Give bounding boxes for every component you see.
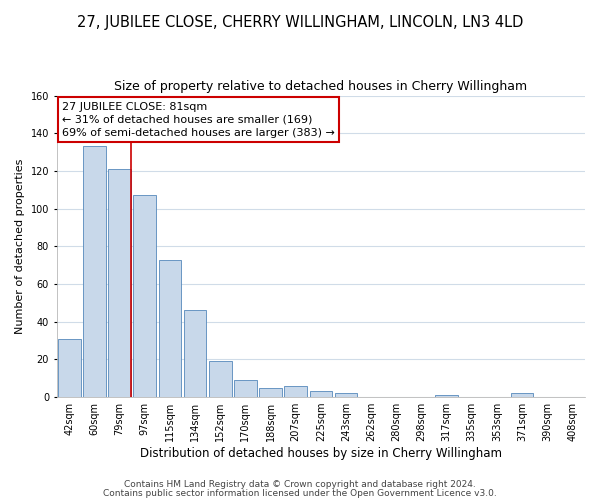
Bar bbox=[184, 310, 206, 397]
Bar bbox=[284, 386, 307, 397]
Bar bbox=[234, 380, 257, 397]
Bar bbox=[259, 388, 282, 397]
Text: Contains HM Land Registry data © Crown copyright and database right 2024.: Contains HM Land Registry data © Crown c… bbox=[124, 480, 476, 489]
Text: 27 JUBILEE CLOSE: 81sqm
← 31% of detached houses are smaller (169)
69% of semi-d: 27 JUBILEE CLOSE: 81sqm ← 31% of detache… bbox=[62, 102, 335, 138]
Bar bbox=[108, 169, 131, 397]
Bar bbox=[83, 146, 106, 397]
Bar bbox=[335, 394, 358, 397]
Bar bbox=[158, 260, 181, 397]
Bar bbox=[511, 394, 533, 397]
Bar bbox=[58, 338, 80, 397]
Text: 27, JUBILEE CLOSE, CHERRY WILLINGHAM, LINCOLN, LN3 4LD: 27, JUBILEE CLOSE, CHERRY WILLINGHAM, LI… bbox=[77, 15, 523, 30]
Y-axis label: Number of detached properties: Number of detached properties bbox=[15, 158, 25, 334]
Title: Size of property relative to detached houses in Cherry Willingham: Size of property relative to detached ho… bbox=[114, 80, 527, 93]
Bar bbox=[133, 196, 156, 397]
Bar bbox=[310, 392, 332, 397]
X-axis label: Distribution of detached houses by size in Cherry Willingham: Distribution of detached houses by size … bbox=[140, 447, 502, 460]
Bar bbox=[436, 395, 458, 397]
Text: Contains public sector information licensed under the Open Government Licence v3: Contains public sector information licen… bbox=[103, 489, 497, 498]
Bar bbox=[209, 362, 232, 397]
